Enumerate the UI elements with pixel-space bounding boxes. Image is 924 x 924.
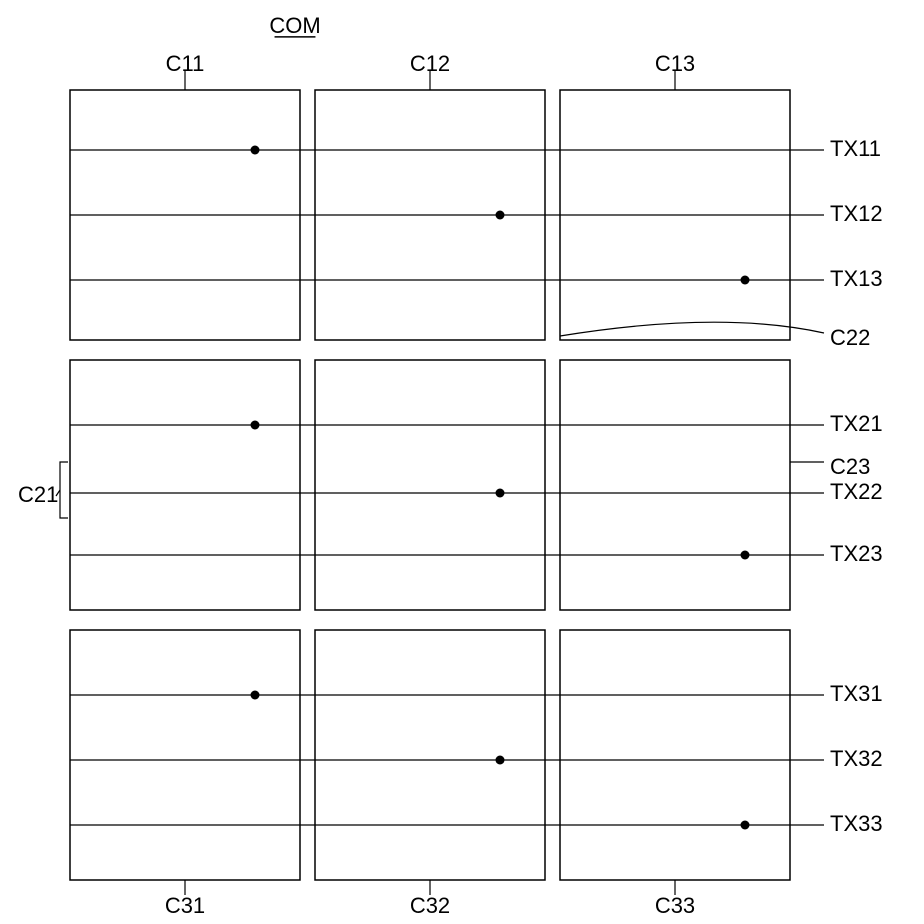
cell-r2-c1 <box>70 360 300 610</box>
tx-dot-tx32 <box>496 756 505 765</box>
tx-label-tx21: TX21 <box>830 411 883 436</box>
tx-label-tx13: TX13 <box>830 266 883 291</box>
cell-r3-c2 <box>315 630 545 880</box>
col-label-bottom-c32: C32 <box>410 893 450 918</box>
tx-label-tx33: TX33 <box>830 811 883 836</box>
tx-dot-tx31 <box>251 691 260 700</box>
tx-dot-tx11 <box>251 146 260 155</box>
tx-label-tx11: TX11 <box>830 136 881 161</box>
tx-dot-tx23 <box>741 551 750 560</box>
col-label-bottom-c33: C33 <box>655 893 695 918</box>
tx-label-tx12: TX12 <box>830 201 883 226</box>
cell-r3-c3 <box>560 630 790 880</box>
col-label-bottom-c31: C31 <box>165 893 205 918</box>
tx-dot-tx22 <box>496 489 505 498</box>
tx-dot-tx21 <box>251 421 260 430</box>
tx-label-tx23: TX23 <box>830 541 883 566</box>
tx-dot-tx13 <box>741 276 750 285</box>
cell-r3-c1 <box>70 630 300 880</box>
bracket-c21 <box>60 462 68 518</box>
label-c23: C23 <box>830 454 870 479</box>
tx-label-tx32: TX32 <box>830 746 883 771</box>
tx-dot-tx33 <box>741 821 750 830</box>
label-c22: C22 <box>830 325 870 350</box>
tx-label-tx22: TX22 <box>830 479 883 504</box>
label-c21: C21 <box>18 482 58 507</box>
tx-dot-tx12 <box>496 211 505 220</box>
tx-label-tx31: TX31 <box>830 681 883 706</box>
leader-c22 <box>560 322 824 336</box>
diagram-title: COM <box>269 13 320 38</box>
cell-r2-c2 <box>315 360 545 610</box>
cell-r2-c3 <box>560 360 790 610</box>
